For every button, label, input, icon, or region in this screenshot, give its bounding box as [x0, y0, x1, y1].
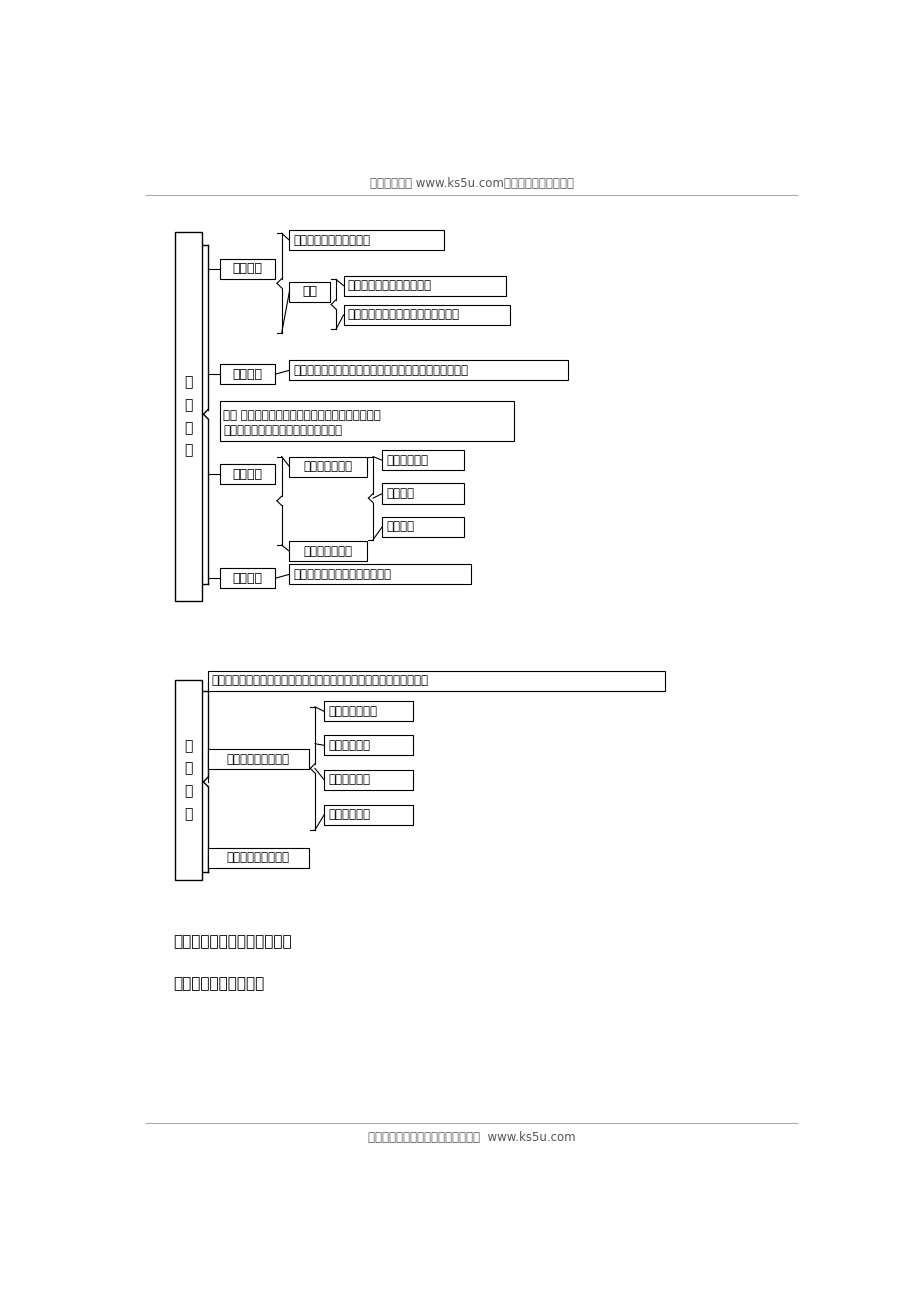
FancyBboxPatch shape	[382, 450, 463, 470]
Text: 智力迁移的影响: 智力迁移的影响	[303, 544, 352, 557]
FancyBboxPatch shape	[220, 259, 275, 279]
Text: 《教学思路及学生活动设计》: 《教学思路及学生活动设计》	[173, 934, 291, 949]
FancyBboxPatch shape	[382, 483, 463, 504]
FancyBboxPatch shape	[220, 568, 275, 589]
Text: 发展中国家的劳动力向发达国家转移: 发展中国家的劳动力向发达国家转移	[347, 309, 459, 322]
FancyBboxPatch shape	[323, 736, 413, 755]
FancyBboxPatch shape	[176, 232, 201, 602]
Text: 特征: 特征	[301, 285, 317, 298]
FancyBboxPatch shape	[382, 517, 463, 536]
Text: 确定人口容量的意义: 确定人口容量的意义	[227, 852, 289, 865]
FancyBboxPatch shape	[208, 749, 309, 769]
Text: 智力迁移的原因: 智力迁移的原因	[303, 460, 352, 473]
FancyBboxPatch shape	[323, 702, 413, 721]
Text: 欢迎广大教师踊跃来稿，稿酬丰厚。  www.ks5u.com: 欢迎广大教师踊跃来稿，稿酬丰厚。 www.ks5u.com	[368, 1131, 574, 1144]
Text: 概念：由于战争或自然灾害等迫使人口向安全地区的迁移: 概念：由于战争或自然灾害等迫使人口向安全地区的迁移	[293, 363, 468, 376]
FancyBboxPatch shape	[176, 680, 201, 880]
Text: 人均消费水平: 人均消费水平	[328, 809, 369, 822]
Text: 高考资源网（ www.ks5u.com），您身边的高考专家: 高考资源网（ www.ks5u.com），您身边的高考专家	[369, 177, 573, 190]
Text: 概念 发展中国家的科技人才向发达国家的迁移和欠: 概念 发展中国家的科技人才向发达国家的迁移和欠	[223, 409, 380, 422]
FancyBboxPatch shape	[323, 805, 413, 824]
Text: 其他移民: 其他移民	[233, 572, 262, 585]
Text: 地区开放程度: 地区开放程度	[328, 773, 369, 786]
Text: 自然资源与环境: 自然资源与环境	[328, 704, 377, 717]
FancyBboxPatch shape	[220, 401, 514, 441]
FancyBboxPatch shape	[289, 361, 568, 380]
FancyBboxPatch shape	[208, 848, 309, 867]
Text: 科技水平: 科技水平	[386, 487, 414, 500]
Text: 经济发展水平: 经济发展水平	[386, 454, 427, 467]
Text: 人
口
容
量: 人 口 容 量	[184, 738, 193, 822]
FancyBboxPatch shape	[344, 276, 505, 296]
Text: 农村剩余劳动力向城市转移: 农村剩余劳动力向城市转移	[347, 279, 431, 292]
FancyBboxPatch shape	[208, 671, 664, 690]
FancyBboxPatch shape	[289, 542, 367, 561]
Text: 资源开发、大型基础设施建设等: 资源开发、大型基础设施建设等	[293, 568, 391, 581]
Text: 概念：一各地区在一定时期内能够容纳的享有合理生活水平的人口数量: 概念：一各地区在一定时期内能够容纳的享有合理生活水平的人口数量	[211, 674, 428, 687]
Text: 发达地区的科技人才向发达地区的迁移: 发达地区的科技人才向发达地区的迁移	[223, 424, 342, 437]
Text: 科学技术水平: 科学技术水平	[328, 738, 369, 751]
Text: 生活水平: 生活水平	[386, 519, 414, 533]
Text: 人
口
迁
移: 人 口 迁 移	[184, 375, 193, 458]
Text: 影响人口容量的因素: 影响人口容量的因素	[227, 753, 289, 766]
Text: 劳务迁移: 劳务迁移	[233, 262, 262, 275]
FancyBboxPatch shape	[220, 365, 275, 384]
FancyBboxPatch shape	[289, 564, 471, 585]
FancyBboxPatch shape	[289, 457, 367, 477]
FancyBboxPatch shape	[289, 281, 329, 302]
FancyBboxPatch shape	[344, 305, 510, 326]
FancyBboxPatch shape	[323, 769, 413, 790]
Text: 智力迁移: 智力迁移	[233, 467, 262, 480]
Text: 难民迁移: 难民迁移	[233, 367, 262, 380]
FancyBboxPatch shape	[289, 230, 444, 250]
Text: 概念：劳动力的空间移动: 概念：劳动力的空间移动	[293, 233, 369, 246]
Text: 《课堂检测》（默写）: 《课堂检测》（默写）	[173, 976, 264, 991]
FancyBboxPatch shape	[220, 465, 275, 484]
